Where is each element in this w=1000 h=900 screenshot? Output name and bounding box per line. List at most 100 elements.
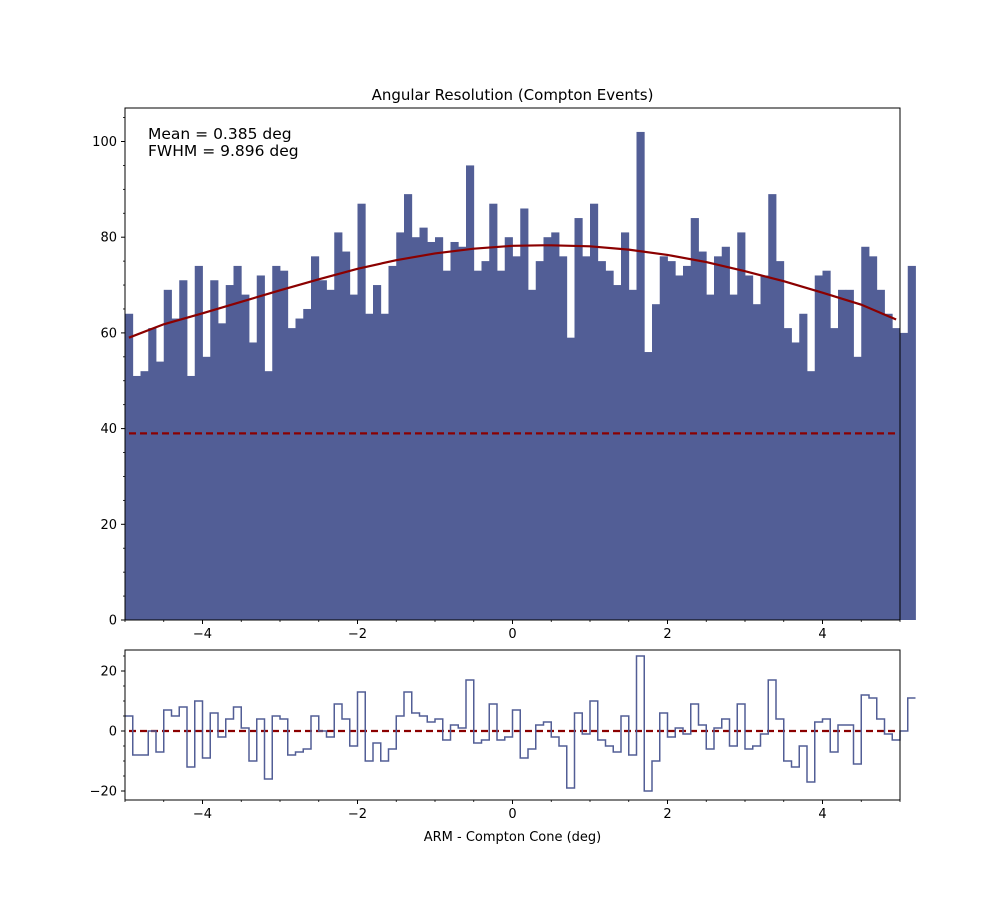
histogram-bar bbox=[543, 237, 552, 620]
histogram-bar bbox=[512, 256, 521, 620]
histogram-bar bbox=[830, 328, 839, 620]
y-tick-label: 100 bbox=[92, 135, 117, 150]
histogram-bar bbox=[814, 275, 823, 620]
fit-curve bbox=[128, 244, 897, 339]
y-tick-label: 0 bbox=[109, 614, 117, 629]
histogram-bar bbox=[187, 375, 196, 620]
x-tick-label: −4 bbox=[193, 807, 212, 822]
histogram-bar bbox=[241, 294, 250, 620]
histogram-bar bbox=[156, 361, 165, 620]
histogram-bar bbox=[907, 265, 916, 620]
residual-y-axis: −20 0 20 bbox=[90, 655, 125, 800]
residual-x-axis: −4 −2 0 2 4 bbox=[124, 800, 901, 822]
histogram-bar bbox=[636, 131, 645, 620]
histogram-bar bbox=[334, 232, 343, 620]
histogram-bar bbox=[690, 218, 699, 620]
histogram-bar bbox=[621, 232, 630, 620]
y-tick-label: 40 bbox=[100, 422, 117, 437]
histogram-bar bbox=[590, 203, 599, 620]
histogram-bar bbox=[745, 275, 754, 620]
histogram-bar bbox=[218, 323, 227, 620]
residual-lines bbox=[125, 655, 916, 792]
histogram-bar bbox=[202, 356, 211, 620]
histogram-bar bbox=[287, 328, 296, 620]
histogram-bar bbox=[318, 280, 327, 620]
fwhm-annotation: FWHM = 9.896 deg bbox=[148, 142, 299, 160]
histogram-bar bbox=[861, 246, 870, 620]
histogram-bar bbox=[473, 270, 482, 620]
histogram-bar bbox=[171, 318, 180, 620]
x-tick-label: 4 bbox=[818, 807, 826, 822]
histogram-bar bbox=[466, 165, 475, 621]
y-tick-label: 0 bbox=[109, 725, 117, 740]
histogram-bar bbox=[303, 308, 312, 620]
histogram-bar bbox=[884, 313, 893, 620]
histogram-bar bbox=[225, 285, 234, 620]
residual-x-axis-label: ARM - Compton Cone (deg) bbox=[424, 830, 602, 845]
histogram-bar bbox=[497, 270, 506, 620]
histogram-bar bbox=[427, 241, 436, 621]
y-tick-label: −20 bbox=[90, 785, 117, 800]
histogram-bar bbox=[628, 289, 637, 620]
mean-annotation: Mean = 0.385 deg bbox=[148, 125, 292, 143]
histogram-bar bbox=[869, 256, 878, 620]
histogram-bar bbox=[644, 352, 653, 620]
histogram-bar bbox=[683, 265, 692, 620]
histogram-bar bbox=[179, 280, 188, 620]
histogram-bar bbox=[729, 294, 738, 620]
x-tick-label: 2 bbox=[663, 627, 671, 642]
y-tick-label: 20 bbox=[100, 665, 117, 680]
histogram-bar bbox=[613, 285, 622, 620]
histogram-bar bbox=[132, 375, 141, 620]
histogram-bar bbox=[295, 318, 304, 620]
histogram-bar bbox=[597, 261, 606, 620]
histogram-bar bbox=[659, 256, 668, 620]
histogram-bar bbox=[163, 289, 172, 620]
histogram-bar bbox=[349, 294, 358, 620]
histogram-bar bbox=[892, 328, 901, 620]
histogram-bar bbox=[582, 256, 591, 620]
histogram-bar bbox=[311, 256, 320, 620]
histogram-bar bbox=[520, 208, 529, 621]
x-tick-label: 0 bbox=[508, 807, 516, 822]
histogram-bar bbox=[357, 203, 366, 620]
histogram-bar bbox=[380, 313, 389, 620]
histogram-bar bbox=[675, 275, 684, 620]
histogram-bar bbox=[233, 265, 242, 620]
histogram-bar bbox=[807, 371, 816, 620]
histogram-bar bbox=[900, 332, 909, 620]
histogram-bar bbox=[574, 218, 583, 620]
y-tick-label: 80 bbox=[100, 231, 117, 246]
histogram-bar bbox=[752, 304, 761, 620]
histogram-bar bbox=[125, 313, 134, 620]
main-x-axis: −4 −2 0 2 4 bbox=[124, 620, 901, 642]
residual-step-line bbox=[125, 655, 916, 792]
y-tick-label: 20 bbox=[100, 518, 117, 533]
histogram-bar bbox=[148, 328, 157, 620]
histogram-bar bbox=[776, 261, 785, 620]
histogram-bar bbox=[419, 227, 428, 620]
histogram-bar bbox=[388, 265, 397, 620]
histogram-bar bbox=[504, 237, 513, 620]
x-tick-label: −4 bbox=[193, 627, 212, 642]
histogram-bar bbox=[737, 232, 746, 620]
histogram-bar bbox=[535, 261, 544, 620]
histogram-bar bbox=[342, 251, 351, 621]
y-tick-label: 60 bbox=[100, 326, 117, 341]
histogram-bar bbox=[489, 203, 498, 620]
histogram-bar bbox=[566, 337, 575, 620]
histogram-bar bbox=[698, 251, 707, 621]
histogram-bar bbox=[822, 270, 831, 620]
histogram-bar bbox=[714, 256, 723, 620]
histogram-bar bbox=[249, 342, 258, 620]
histogram-bar bbox=[845, 289, 854, 620]
histogram-bar bbox=[551, 232, 560, 620]
histogram-bar bbox=[605, 270, 614, 620]
histogram-bar bbox=[140, 371, 149, 620]
histogram-bar bbox=[783, 328, 792, 620]
histogram-bar bbox=[373, 285, 382, 620]
histogram-bar bbox=[326, 289, 335, 620]
histogram-bar bbox=[194, 265, 203, 620]
histogram-bar bbox=[652, 304, 661, 620]
